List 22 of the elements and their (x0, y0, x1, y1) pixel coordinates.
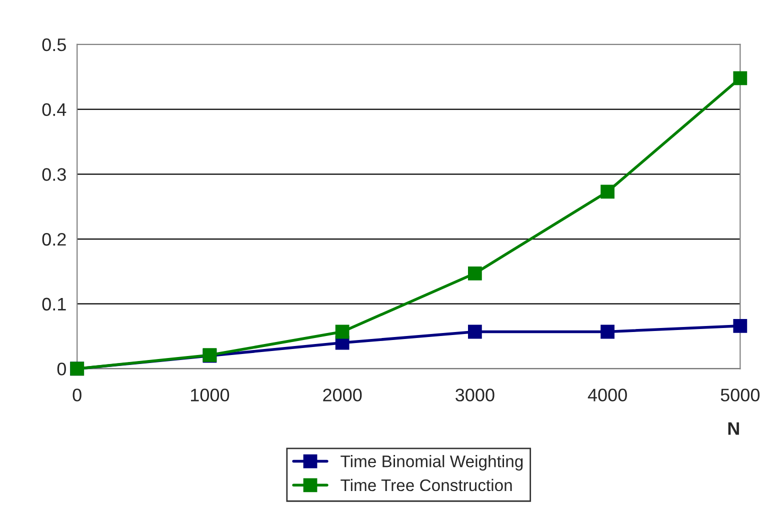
point (335, 324, 350, 339)
point (600, 324, 614, 339)
y-tick-label: 0.2 (42, 232, 66, 246)
point (733, 71, 748, 86)
x-tick-label: 0 (72, 388, 82, 402)
y-tick-label: 0.1 (42, 298, 66, 311)
legend-label: Time Tree Construction (340, 478, 512, 492)
legend-label: Time Binomial Weighting (340, 455, 523, 471)
x-tick-label: 2000 (323, 388, 362, 402)
x-axis-title: N (728, 422, 739, 435)
y-tick-label: 0.4 (42, 103, 66, 116)
y-tick-label: 0.5 (42, 38, 66, 52)
point (468, 266, 482, 280)
y-tick-label: 0 (57, 362, 66, 376)
point (468, 324, 482, 339)
point (733, 318, 748, 333)
x-tick-label: 4000 (588, 388, 627, 402)
y-tick-label: 0.3 (42, 168, 66, 181)
x-tick-label: 3000 (456, 388, 494, 402)
point (600, 184, 614, 199)
x-tick-label: 5000 (720, 388, 760, 402)
x-tick-label: 1000 (191, 388, 230, 402)
